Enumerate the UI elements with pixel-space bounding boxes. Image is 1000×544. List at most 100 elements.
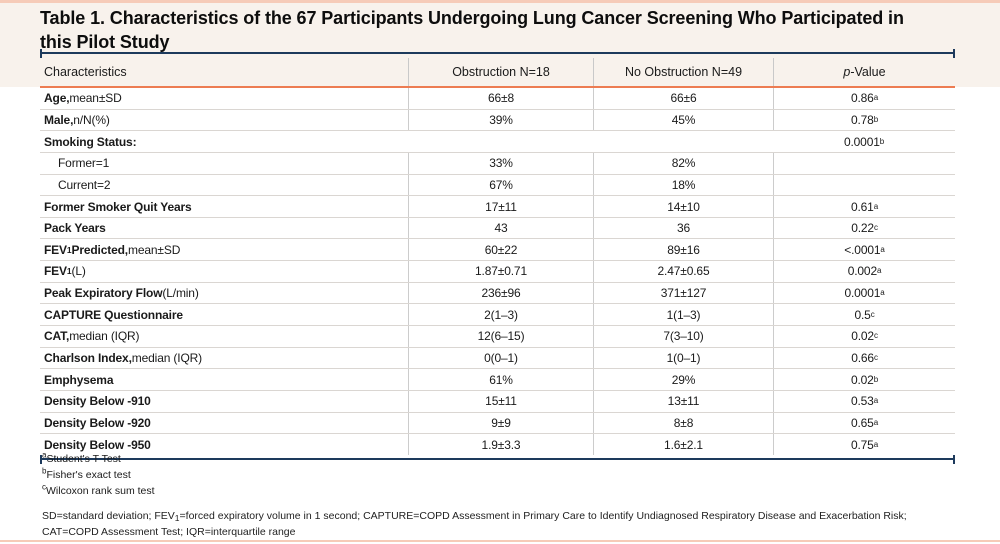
text-part: Density Below -910 [44, 394, 151, 409]
table-row: Smoking Status: 0.0001 b [40, 131, 955, 153]
cell-characteristic: FEV 1 Predicted, mean±SD [44, 242, 181, 257]
cell-no-obstruction: 7(3–10) [593, 326, 773, 347]
cell-no-obstruction [593, 131, 773, 152]
cell-obstruction: 66±8 [408, 88, 593, 109]
p-value: 0.61 [850, 199, 874, 214]
text-part: CAPTURE Questionnaire [44, 307, 183, 322]
cell-p-value: 0.02 c [773, 326, 955, 347]
cell-p-value: <.0001 a [773, 239, 955, 261]
p-value: 0.02 [851, 329, 874, 344]
cell-p-value: 0.78 b [773, 109, 955, 131]
table-row: Charlson Index, median (IQR) 0(0–1) 1(0–1)… [40, 347, 955, 370]
cell-obstruction: 1.87±0.71 [408, 261, 593, 282]
cell-obstruction: 39% [408, 109, 593, 131]
cell-no-obstruction: 1(1–3) [593, 304, 773, 326]
table-row: Density Below -920 9±9 8±8 0.65 a [40, 412, 955, 435]
p-value: 0.22 [851, 221, 874, 236]
footnote-superscript: c [42, 482, 46, 492]
text-part: CAT, [44, 329, 70, 344]
text-part: Current=2 [58, 177, 111, 192]
table-row: Former=1 33% 82% [40, 152, 955, 175]
abbreviations-note: SD=standard deviation; FEV1=forced expir… [42, 509, 966, 540]
cell-no-obstruction: 1(0–1) [593, 347, 773, 369]
cell-characteristic: Current=2 [40, 175, 408, 196]
text-part: (L) [71, 264, 86, 279]
text-part: Peak Expiratory Flow [44, 286, 163, 301]
title-band [0, 3, 1000, 87]
p-value: 0.86 [850, 91, 874, 106]
p-value: 0.0001 [844, 286, 881, 301]
table-row: Male, n/N(%) 39% 45% 0.78 b [40, 109, 955, 132]
table-header-row: Characteristics Obstruction N=18 No Obst… [40, 58, 955, 86]
cell-characteristic: Former=1 [40, 153, 408, 174]
table-row: Current=2 67% 18% [40, 174, 955, 197]
table-row: Pack Years 43 36 0.22 c [40, 217, 955, 240]
text-part: Density Below -950 [44, 437, 151, 452]
cell-characteristic: Charlson Index, median (IQR) [40, 348, 408, 369]
cell-obstruction: 12(6–15) [408, 326, 593, 347]
p-value: 0.53 [850, 394, 874, 409]
cell-p-value [773, 152, 955, 174]
cell-characteristic: CAPTURE Questionnaire [40, 304, 408, 325]
cell-p-value: 0.53 a [773, 390, 955, 412]
p-value: <.0001 [844, 242, 881, 257]
cell-characteristic: Age, mean±SD [40, 88, 408, 109]
cell-no-obstruction: 371±127 [593, 282, 773, 304]
cell-obstruction: 2(1–3) [408, 304, 593, 326]
cell-no-obstruction: 89±16 [593, 239, 773, 261]
p-value: 0.02 [850, 372, 874, 387]
text-part: Pack Years [44, 221, 106, 236]
column-header-p-value: p -Value [773, 58, 955, 86]
top-accent-bar [0, 0, 1000, 3]
cell-no-obstruction: 29% [593, 369, 773, 390]
text-part: Charlson Index, [44, 351, 132, 365]
p-value: 0.002 [847, 264, 877, 279]
table-row: Density Below -950 1.9±3.3 1.6±2.1 0.75 a [40, 434, 955, 455]
footnote-superscript: b [42, 466, 47, 476]
text-part: Predicted, [71, 242, 128, 257]
rule-line [40, 52, 955, 54]
table-rule-top [40, 49, 955, 58]
text-part: FEV [44, 242, 67, 257]
cell-characteristic: Pack Years [40, 218, 408, 239]
cell-obstruction: 33% [408, 152, 593, 174]
p-value: 0.75 [850, 437, 874, 452]
cell-no-obstruction: 45% [593, 109, 773, 131]
column-header-no-obstruction: No Obstruction N=49 [593, 58, 773, 86]
table-row: Density Below -910 15±11 13±11 0.53 a [40, 390, 955, 413]
footnote-text: Wilcoxon rank sum test [46, 485, 155, 497]
cell-no-obstruction: 2.47±0.65 [593, 261, 773, 282]
text-part: Density Below -920 [44, 415, 151, 430]
cell-characteristic: Density Below -920 [40, 413, 408, 434]
text-part: mean±SD [69, 91, 122, 106]
cell-characteristic: Density Below -910 [40, 391, 408, 412]
text-part: Former=1 [58, 156, 110, 171]
text-part: =forced expiratory volume in 1 second; C… [42, 510, 907, 538]
p-value: 0.0001 [843, 134, 880, 149]
cell-characteristic: Emphysema [40, 369, 408, 390]
table-title: Table 1. Characteristics of the 67 Parti… [40, 8, 904, 52]
cell-p-value: 0.86 a [773, 88, 955, 109]
cell-no-obstruction: 36 [593, 217, 773, 239]
cell-p-value: 0.66 c [773, 347, 955, 369]
cell-obstruction: 61% [408, 369, 593, 390]
footnote-text: Student's T Test [46, 453, 121, 465]
cell-p-value: 0.0001 a [773, 282, 955, 304]
text-part: n/N(%) [73, 112, 110, 127]
text-part: SD=standard deviation; FEV [42, 510, 175, 522]
cell-characteristic: Smoking Status: [40, 131, 408, 152]
footnote-item: aStudent's T Test [42, 451, 155, 467]
cell-no-obstruction: 66±6 [593, 88, 773, 109]
cell-no-obstruction: 13±11 [593, 390, 773, 412]
text-part: Smoking Status: [44, 134, 137, 149]
text-part: median (IQR) [131, 351, 202, 365]
column-header-obstruction: Obstruction N=18 [408, 58, 593, 86]
p-value: 0.66 [851, 351, 874, 365]
cell-p-value: 0.0001 b [843, 134, 885, 149]
table-row: Peak Expiratory Flow (L/min) 236±96 371±12… [40, 282, 955, 305]
cell-p-value: 0.02 b [773, 369, 955, 390]
cell-obstruction: 0(0–1) [408, 347, 593, 369]
text-part: p [843, 65, 851, 79]
column-header-characteristics: Characteristics [44, 65, 127, 79]
table-row: FEV 1 (L) 1.87±0.71 2.47±0.65 0.002 a [40, 261, 955, 283]
